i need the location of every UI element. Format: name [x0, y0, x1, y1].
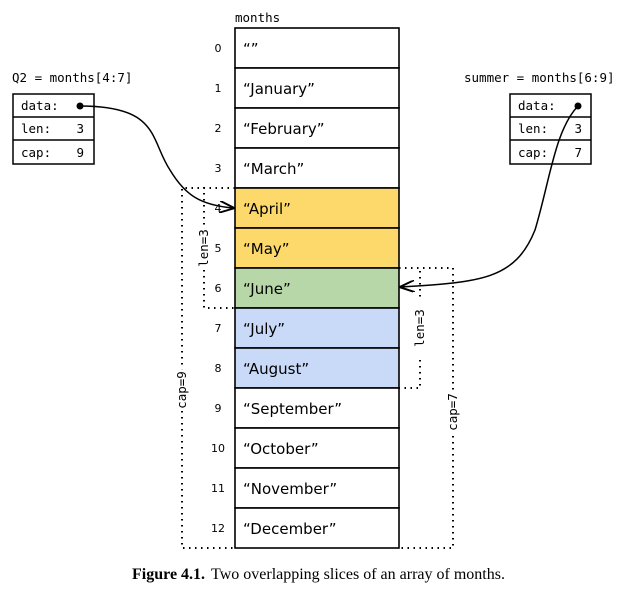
summer-slice-header: data: len: 3 cap: 7 [509, 93, 592, 165]
array-cell-value: “July” [243, 320, 285, 338]
summer-len-value: 3 [574, 121, 582, 136]
summer-pointer-arrow [401, 105, 579, 287]
array-index: 8 [215, 362, 222, 375]
caption-label: Figure 4.1. [132, 566, 206, 583]
array-index: 5 [215, 242, 222, 255]
summer-title: summer = months[6:9] [464, 70, 615, 85]
array-cell-value: “May” [243, 240, 290, 258]
q2-cap-bracket [181, 187, 235, 549]
q2-len-annotation: len=3 [196, 229, 211, 267]
array-index: 11 [211, 482, 225, 495]
array-cell [234, 187, 400, 229]
array-cell-value: “February” [243, 120, 325, 138]
q2-len-value: 3 [76, 121, 84, 136]
array-cell [234, 507, 400, 549]
array-cell [234, 267, 400, 309]
array-cell-value: “September” [243, 400, 342, 418]
array-cells: “” 0 “January” 1 “February” 2 “March” 3 “April” 4… [211, 27, 400, 549]
array-cell [234, 107, 400, 149]
array-cell [234, 27, 400, 69]
q2-data-label: data: [21, 98, 59, 113]
array-index: 2 [215, 122, 222, 135]
array-index: 7 [215, 322, 222, 335]
summer-len-annotation: len=3 [412, 309, 427, 347]
q2-title: Q2 = months[4:7] [12, 70, 132, 85]
array-index: 0 [215, 42, 222, 55]
array-cell-value: “June” [243, 280, 291, 298]
array-index: 3 [215, 162, 222, 175]
q2-cap-value: 9 [76, 145, 84, 160]
array-index: 12 [211, 522, 225, 535]
array-cell-value: “April” [243, 200, 291, 218]
array-name: months [235, 10, 280, 25]
summer-len-bracket [399, 267, 421, 389]
q2-cap-annotation: cap=9 [174, 371, 189, 409]
array-index: 6 [215, 282, 222, 295]
summer-data-label: data: [518, 98, 556, 113]
caption-text: Two overlapping slices of an array of mo… [211, 566, 505, 583]
array-cell [234, 427, 400, 469]
array-cell-value: “March” [243, 160, 304, 178]
summer-cap-value: 7 [574, 145, 582, 160]
array-cell [234, 467, 400, 509]
array-cell-value: “December” [243, 520, 337, 538]
array-cell-value: “August” [243, 360, 309, 378]
array-cell-value: “” [243, 40, 259, 58]
array-cell-value: “November” [243, 480, 337, 498]
q2-cap-label: cap: [21, 145, 51, 160]
summer-len-label: len: [518, 121, 548, 136]
array-index: 4 [215, 202, 222, 215]
q2-len-label: len: [21, 121, 51, 136]
array-cell-value: “October” [243, 440, 319, 458]
array-index: 1 [215, 82, 222, 95]
q2-pointer-arrow [79, 105, 233, 208]
array-cell-value: “January” [243, 80, 315, 98]
summer-cap-label: cap: [518, 145, 548, 160]
q2-len-bracket [203, 187, 235, 309]
summer-cap-bracket [399, 267, 454, 549]
array-cell [234, 67, 400, 109]
summer-cap-annotation: cap=7 [445, 393, 460, 431]
figure-caption: Figure 4.1. Two overlapping slices of an … [0, 566, 637, 584]
array-index: 10 [211, 442, 225, 455]
array-cell [234, 347, 400, 389]
array-index: 9 [215, 402, 222, 415]
